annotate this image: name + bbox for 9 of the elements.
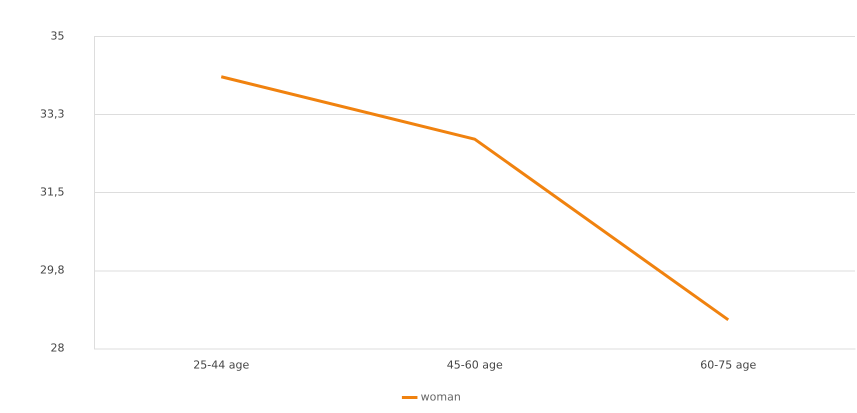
legend-label: woman <box>420 390 461 404</box>
y-tick-label: 33,3 <box>40 108 64 121</box>
y-tick-label: 29,8 <box>40 264 64 277</box>
y-tick-label: 35 <box>50 29 64 42</box>
y-tick-label: 28 <box>50 342 64 355</box>
x-tick-label: 25-44 age <box>193 358 250 372</box>
x-tick-label: 60-75 age <box>700 358 756 372</box>
x-tick-label: 45-60 age <box>446 358 503 372</box>
y-tick-label: 31,5 <box>40 186 64 199</box>
